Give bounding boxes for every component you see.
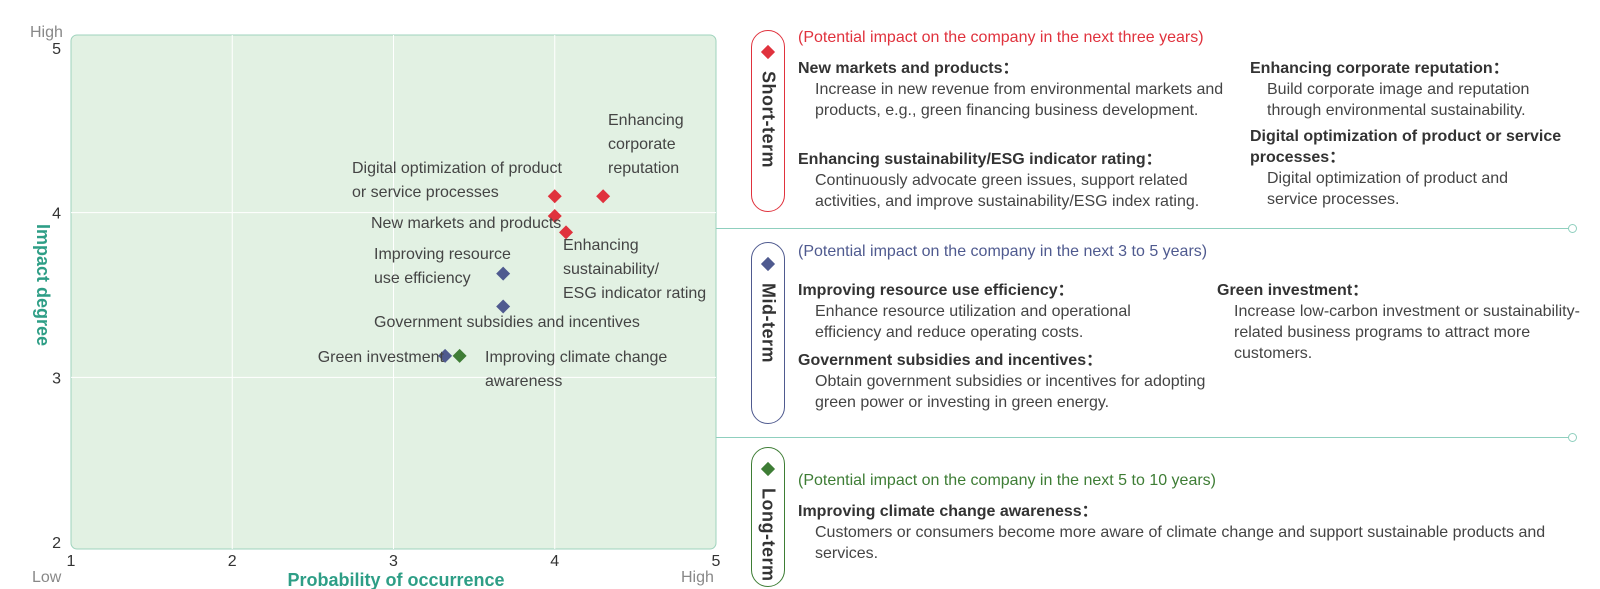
mid-term-period: (Potential impact on the company in the …	[798, 243, 1208, 260]
short-term-period: (Potential impact on the company in the …	[798, 29, 1204, 46]
long-term-period: (Potential impact on the company in the …	[798, 472, 1217, 489]
legend-item-resource-efficiency: Improving resource use efficiency： Enhan…	[798, 280, 1188, 343]
legend-item-digital-optimization: Digital optimization of product or servi…	[1250, 126, 1590, 210]
data-point-label: Digital optimization of product or servic…	[352, 160, 562, 201]
short-term-label: Short-term	[758, 71, 779, 169]
separator-line	[716, 228, 1572, 229]
x-tick-label: 2	[228, 553, 237, 570]
x-high-label: High	[681, 569, 714, 586]
item-title: New markets and products：	[798, 60, 1019, 77]
item-title: Enhancing sustainability/ESG indicator r…	[798, 151, 1162, 168]
y-tick-label: 2	[52, 535, 61, 552]
mid-term-label: Mid-term	[758, 283, 779, 363]
data-point-label: Improving resource use efficiency	[374, 246, 511, 287]
item-desc: Increase low-carbon investment or sustai…	[1234, 303, 1580, 362]
y-tick-label: 4	[52, 206, 61, 223]
short-term-pill: Short-term	[751, 30, 785, 212]
x-tick-label: 4	[550, 553, 559, 570]
x-axis-title: Probability of occurrence	[287, 570, 504, 589]
data-point-diamond	[496, 299, 511, 314]
separator-dot	[1568, 433, 1577, 442]
data-point-diamond	[438, 348, 453, 363]
data-point-diamond	[452, 348, 467, 363]
item-desc: Continuously advocate green issues, supp…	[815, 172, 1200, 210]
item-desc: Obtain government subsidies or incentive…	[815, 373, 1206, 411]
legend-item-green-investment: Green investment： Increase low-carbon in…	[1217, 280, 1587, 364]
x-tick-label: 1	[67, 553, 76, 570]
legend-item-new-markets: New markets and products： Increase in ne…	[798, 58, 1228, 121]
short-term-diamond-icon	[760, 44, 776, 60]
item-desc: Enhance resource utilization and operati…	[815, 303, 1131, 341]
data-point-label: Enhancing corporate reputation	[608, 112, 684, 177]
item-title: Improving resource use efficiency：	[798, 282, 1074, 299]
long-term-label: Long-term	[758, 488, 779, 582]
y-high-label: High	[30, 24, 63, 41]
legend-item-climate-awareness: Improving climate change awareness： Cust…	[798, 501, 1588, 564]
data-point-diamond	[496, 266, 511, 281]
item-title: Enhancing corporate reputation：	[1250, 60, 1509, 77]
mid-term-diamond-icon	[760, 256, 776, 272]
y-tick-label: 5	[52, 41, 61, 58]
x-tick-label: 5	[712, 553, 720, 570]
item-title: Government subsidies and incentives：	[798, 352, 1103, 369]
y-tick-label: 3	[52, 370, 61, 387]
data-point-diamond	[559, 225, 574, 240]
legend-item-esg-rating: Enhancing sustainability/ESG indicator r…	[798, 149, 1238, 212]
data-point-diamond	[547, 189, 562, 204]
long-term-diamond-icon	[760, 461, 776, 477]
x-tick-label: 3	[389, 553, 398, 570]
item-title: Green investment：	[1217, 282, 1369, 299]
separator-dot	[1568, 224, 1577, 233]
item-desc: Digital optimization of product and serv…	[1267, 170, 1509, 208]
y-axis-title: Impact degree	[33, 224, 53, 346]
data-point-label: Green investment	[318, 349, 445, 366]
item-title: Digital optimization of product or servi…	[1250, 128, 1562, 166]
legend-item-government-subsidies: Government subsidies and incentives： Obt…	[798, 350, 1208, 413]
mid-term-pill: Mid-term	[751, 242, 785, 424]
data-point-label: Improving climate change awareness	[485, 349, 667, 390]
item-desc: Increase in new revenue from environment…	[815, 81, 1224, 119]
item-title: Improving climate change awareness：	[798, 503, 1098, 520]
item-desc: Customers or consumers become more aware…	[815, 524, 1546, 562]
data-point-diamond	[547, 208, 562, 223]
data-point-diamond	[596, 189, 611, 204]
data-point-label: New markets and products	[371, 215, 561, 232]
item-desc: Build corporate image and reputation thr…	[1267, 81, 1530, 119]
data-point-label: Government subsidies and incentives	[374, 314, 640, 331]
x-low-label: Low	[32, 569, 62, 586]
separator-line	[716, 437, 1572, 438]
data-point-label: Enhancing sustainability/ESG indicator ra…	[563, 237, 706, 302]
long-term-pill: Long-term	[751, 447, 785, 587]
legend-item-corporate-reputation: Enhancing corporate reputation： Build co…	[1250, 58, 1580, 121]
